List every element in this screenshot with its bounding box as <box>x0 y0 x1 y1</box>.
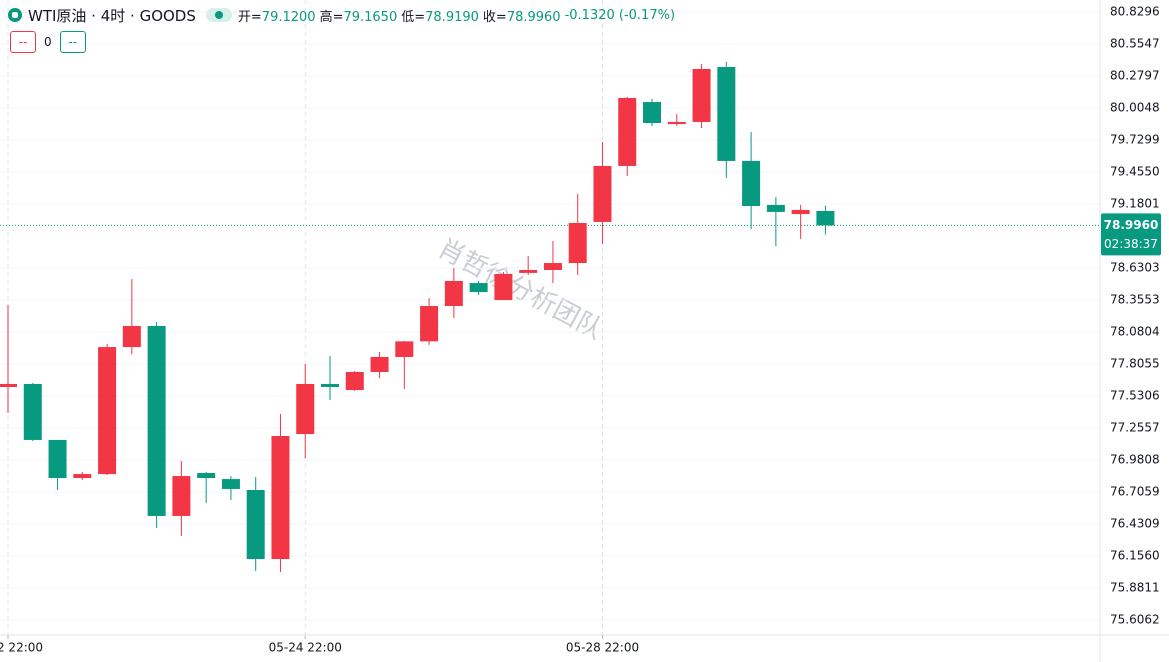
candle-body <box>395 341 414 357</box>
candle-body <box>568 222 587 264</box>
candle-body <box>197 473 216 479</box>
y-tick-label: 79.7299 <box>1110 133 1160 147</box>
y-tick-label: 78.6303 <box>1110 260 1160 274</box>
x-tick-label: 05-28 22:00 <box>566 641 639 655</box>
candle-body <box>667 121 686 125</box>
status-pill[interactable] <box>205 8 232 22</box>
count: 0 <box>44 35 52 49</box>
candle-body <box>321 383 340 387</box>
candle-body <box>791 209 810 215</box>
candle-body <box>816 210 835 226</box>
ohlc-item: 收=78.9960 <box>483 10 561 25</box>
candle-body <box>766 204 785 212</box>
candle-body <box>345 371 364 391</box>
y-tick-label: 77.8055 <box>1110 357 1160 371</box>
candle-body <box>0 383 17 387</box>
ohlc-label: 开= <box>237 9 262 25</box>
y-tick-label: 78.3553 <box>1110 293 1160 307</box>
ohlc-item: 低=78.9190 <box>401 10 479 25</box>
ohlc-label: 低= <box>401 9 426 25</box>
candle-body <box>519 270 538 273</box>
candle-body <box>221 479 240 489</box>
countdown: 02:38:37 <box>1104 237 1158 251</box>
candle-body <box>494 273 513 301</box>
x-tick-label: 05-24 22:00 <box>269 641 342 655</box>
y-tick-label: 79.1801 <box>1110 196 1160 210</box>
button[interactable]: -- <box>59 31 86 53</box>
y-tick-label: 75.6062 <box>1110 612 1160 626</box>
candle-body <box>717 67 736 161</box>
y-tick-label: 76.4309 <box>1110 517 1160 531</box>
ohlc-item: 高=79.1650 <box>320 10 398 25</box>
candle-body <box>643 102 662 123</box>
indicator-row: -- 0 -- <box>10 31 86 53</box>
candle-body <box>73 474 92 479</box>
ohlc-item: 开=79.1200 <box>238 10 316 25</box>
y-tick-label: 80.8296 <box>1110 5 1160 19</box>
candle-body <box>122 325 141 348</box>
price-label: 78.9960 <box>1104 218 1159 232</box>
candle-body <box>296 383 315 435</box>
y-tick-label: 76.7059 <box>1110 484 1160 498</box>
button[interactable]: -- <box>10 31 36 53</box>
change: -0.1320 (-0.17%) <box>564 7 676 23</box>
candle-body <box>147 325 166 516</box>
ohlc-value: 78.9190 <box>425 9 479 25</box>
candle-body <box>246 490 265 560</box>
ohlc-label: 收= <box>482 9 507 25</box>
candle-body <box>742 160 761 206</box>
candle-body <box>469 283 488 293</box>
candle-body <box>172 476 191 516</box>
y-tick-label: 80.2797 <box>1110 69 1160 83</box>
y-tick-label: 76.9808 <box>1110 452 1160 466</box>
candle-body <box>271 435 290 560</box>
y-tick-label: 80.5547 <box>1110 36 1160 50</box>
candle-body <box>444 280 463 306</box>
candle-body <box>98 347 117 475</box>
legend-header: WTI原油 · 4时 · GOODS 开=79.1200 高=79.1650 低=7… <box>8 4 675 26</box>
y-tick-label: 75.8811 <box>1110 580 1160 594</box>
candle-body <box>23 383 42 440</box>
candle-body <box>543 263 562 271</box>
ohlc-label: 高= <box>319 9 344 25</box>
ohlc-value: 78.9960 <box>506 9 561 25</box>
x-tick-label: 2 22:00 <box>0 641 43 655</box>
symbol[interactable]: WTI原油 · 4时 · GOODS <box>28 6 196 25</box>
y-tick-label: 78.0804 <box>1110 325 1160 339</box>
candle-body <box>692 68 711 122</box>
candle-body <box>593 165 612 222</box>
y-tick-label: 77.5306 <box>1110 388 1160 402</box>
y-tick-label: 79.4550 <box>1110 165 1160 179</box>
ohlc-value: 79.1650 <box>343 9 398 25</box>
y-tick-label: 77.2557 <box>1110 420 1160 434</box>
ohlc-value: 79.1200 <box>261 9 316 25</box>
price-label-bg <box>1101 213 1161 256</box>
symbol-icon[interactable] <box>8 8 22 22</box>
ohlc-values: 开=79.1200 高=79.1650 低=78.9190 收=78.9960 <box>238 6 565 25</box>
y-tick-label: 80.0048 <box>1110 101 1160 115</box>
candle-body <box>48 439 67 479</box>
y-tick-label: 76.1560 <box>1110 549 1160 563</box>
candle-body <box>370 356 389 372</box>
candle-body <box>420 305 439 342</box>
candle-body <box>618 97 637 166</box>
